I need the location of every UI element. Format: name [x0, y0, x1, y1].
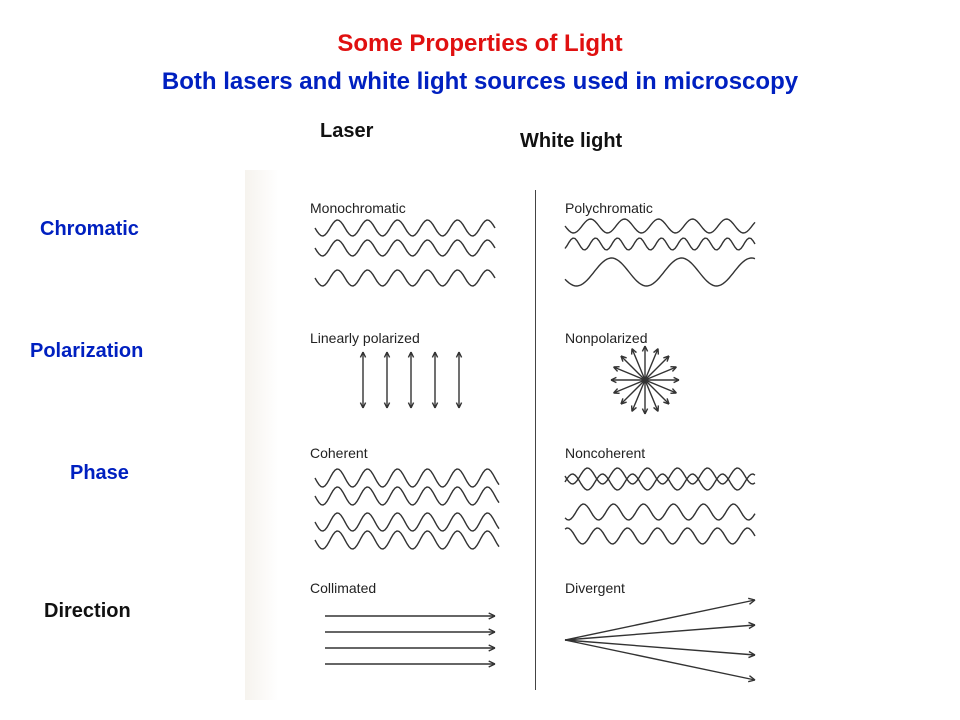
col-label-laser: Laser	[320, 120, 373, 143]
col-label-white: White light	[520, 130, 622, 153]
row-label-direction: Direction	[44, 600, 131, 623]
row-label-polarization: Polarization	[30, 340, 143, 363]
row-label-chromatic: Chromatic	[40, 218, 139, 241]
page-title: Some Properties of Light	[0, 30, 960, 58]
row-label-phase: Phase	[70, 462, 129, 485]
figure-panel: Monochromatic Polychromatic Linearly pol…	[245, 170, 805, 700]
diagram-svg	[245, 170, 805, 700]
page-subtitle: Both lasers and white light sources used…	[0, 68, 960, 96]
